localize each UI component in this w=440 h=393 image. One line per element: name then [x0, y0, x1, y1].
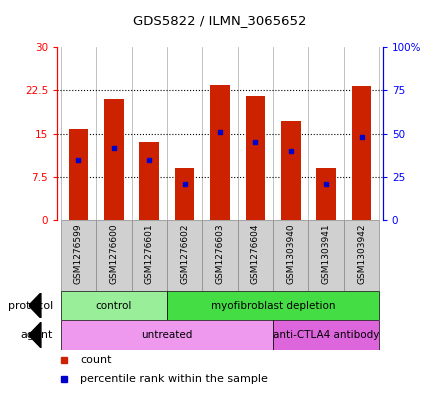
Bar: [238, 220, 273, 291]
Bar: [281, 121, 301, 220]
Bar: [352, 86, 371, 220]
Text: GSM1276599: GSM1276599: [74, 224, 83, 284]
Bar: [308, 220, 344, 291]
Bar: [273, 320, 379, 350]
Text: percentile rank within the sample: percentile rank within the sample: [80, 374, 268, 384]
Text: control: control: [95, 301, 132, 310]
Bar: [175, 168, 194, 220]
Text: untreated: untreated: [141, 330, 193, 340]
Text: GSM1303941: GSM1303941: [322, 224, 331, 284]
Text: GSM1276601: GSM1276601: [145, 224, 154, 284]
Polygon shape: [29, 293, 41, 318]
Text: GSM1276600: GSM1276600: [109, 224, 118, 284]
Text: GSM1276603: GSM1276603: [216, 224, 224, 284]
Text: myofibroblast depletion: myofibroblast depletion: [211, 301, 335, 310]
Bar: [273, 220, 308, 291]
Text: count: count: [80, 354, 111, 365]
Bar: [316, 168, 336, 220]
Bar: [104, 99, 124, 220]
Bar: [210, 84, 230, 220]
Bar: [61, 291, 167, 320]
Text: GSM1303942: GSM1303942: [357, 224, 366, 284]
Bar: [69, 129, 88, 220]
Text: anti-CTLA4 antibody: anti-CTLA4 antibody: [273, 330, 379, 340]
Bar: [202, 220, 238, 291]
Bar: [167, 220, 202, 291]
Text: GSM1276604: GSM1276604: [251, 224, 260, 284]
Text: GDS5822 / ILMN_3065652: GDS5822 / ILMN_3065652: [133, 14, 307, 27]
Bar: [61, 320, 273, 350]
Bar: [344, 220, 379, 291]
Bar: [61, 220, 96, 291]
Bar: [246, 96, 265, 220]
Text: protocol: protocol: [7, 301, 53, 310]
Bar: [132, 220, 167, 291]
Text: agent: agent: [20, 330, 53, 340]
Bar: [139, 142, 159, 220]
Bar: [167, 291, 379, 320]
Text: GSM1276602: GSM1276602: [180, 224, 189, 284]
Text: GSM1303940: GSM1303940: [286, 224, 295, 284]
Bar: [96, 220, 132, 291]
Polygon shape: [29, 322, 41, 348]
